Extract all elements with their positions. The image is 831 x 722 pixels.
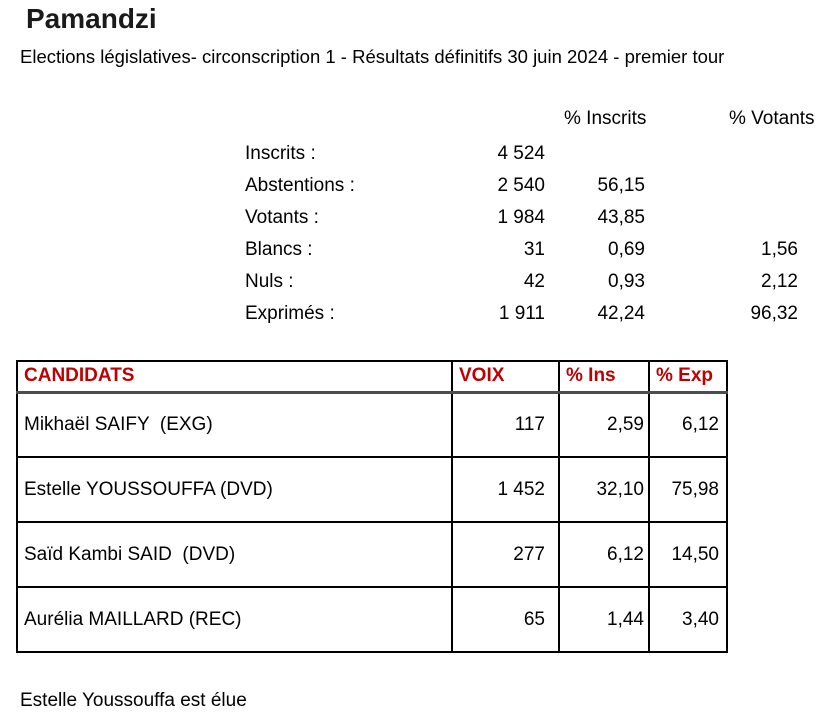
candidate-pct-ins: 1,44: [558, 586, 650, 653]
candidate-pct-ins: 32,10: [558, 456, 650, 523]
col-header-pct-ins: % Ins: [558, 360, 650, 394]
summary-count-exprimes: 1 911: [498, 303, 545, 324]
candidate-pct-exp: 6,12: [648, 391, 728, 458]
summary-count-abstentions: 2 540: [497, 175, 545, 196]
candidate-row: Mikhaël SAIFY (EXG) 117 2,59 6,12: [16, 391, 728, 458]
candidate-row: Aurélia MAILLARD (REC) 65 1,44 3,40: [16, 586, 728, 653]
summary-pct-votants-votants: [645, 202, 798, 234]
candidate-row: Saïd Kambi SAID (DVD) 277 6,12 14,50: [16, 521, 728, 588]
summary-header-pct-votants: % Votants: [729, 108, 815, 129]
col-header-pct-exp: % Exp: [648, 360, 728, 394]
summary-label-nuls: Nuls :: [245, 271, 294, 292]
summary-stats: Inscrits : 4 524 Abstentions : 2 540 56,…: [245, 138, 798, 330]
candidate-pct-exp: 3,40: [648, 586, 728, 653]
summary-pct-inscrits-inscrits: [545, 138, 645, 170]
summary-count-votants: 1 984: [497, 207, 545, 228]
col-header-voix: VOIX: [451, 360, 560, 394]
table-header-row: CANDIDATS VOIX % Ins % Exp: [16, 360, 728, 394]
summary-pct-votants-abstentions: [645, 170, 798, 202]
result-announcement: Estelle Youssouffa est élue: [20, 690, 247, 711]
candidate-voix: 277: [451, 521, 560, 588]
summary-label-exprimes: Exprimés :: [245, 303, 335, 324]
candidate-pct-exp: 14,50: [648, 521, 728, 588]
candidate-voix: 65: [451, 586, 560, 653]
summary-label-abstentions: Abstentions :: [245, 175, 355, 196]
summary-pct-inscrits-exprimes: 42,24: [597, 303, 645, 324]
summary-pct-inscrits-votants: 43,85: [597, 207, 645, 228]
summary-pct-votants-nuls: 2,12: [761, 271, 798, 292]
candidate-voix: 117: [451, 391, 560, 458]
summary-header-pct-inscrits: % Inscrits: [564, 108, 647, 129]
col-header-candidats: CANDIDATS: [16, 360, 453, 394]
candidates-table: CANDIDATS VOIX % Ins % Exp Mikhaël SAIFY…: [16, 360, 728, 653]
summary-pct-votants-blancs: 1,56: [761, 239, 798, 260]
summary-label-votants: Votants :: [245, 207, 319, 228]
summary-pct-votants-exprimes: 96,32: [750, 303, 798, 324]
candidate-pct-ins: 2,59: [558, 391, 650, 458]
summary-label-inscrits: Inscrits :: [245, 143, 316, 164]
summary-pct-inscrits-blancs: 0,69: [608, 239, 645, 260]
summary-label-blancs: Blancs :: [245, 239, 313, 260]
candidate-pct-ins: 6,12: [558, 521, 650, 588]
candidate-row: Estelle YOUSSOUFFA (DVD) 1 452 32,10 75,…: [16, 456, 728, 523]
summary-pct-votants-inscrits: [645, 138, 798, 170]
summary-count-blancs: 31: [523, 239, 545, 260]
summary-pct-inscrits-abstentions: 56,15: [597, 175, 645, 196]
summary-count-inscrits: 4 524: [497, 143, 545, 164]
page-title: Pamandzi: [26, 3, 157, 34]
candidate-pct-exp: 75,98: [648, 456, 728, 523]
candidate-voix: 1 452: [451, 456, 560, 523]
candidate-name: Aurélia MAILLARD (REC): [16, 586, 453, 653]
page-subtitle: Elections législatives- circonscription …: [20, 46, 725, 67]
candidate-name: Mikhaël SAIFY (EXG): [16, 391, 453, 458]
summary-pct-inscrits-nuls: 0,93: [608, 271, 645, 292]
candidate-name: Saïd Kambi SAID (DVD): [16, 521, 453, 588]
candidate-name: Estelle YOUSSOUFFA (DVD): [16, 456, 453, 523]
summary-count-nuls: 42: [523, 271, 545, 292]
